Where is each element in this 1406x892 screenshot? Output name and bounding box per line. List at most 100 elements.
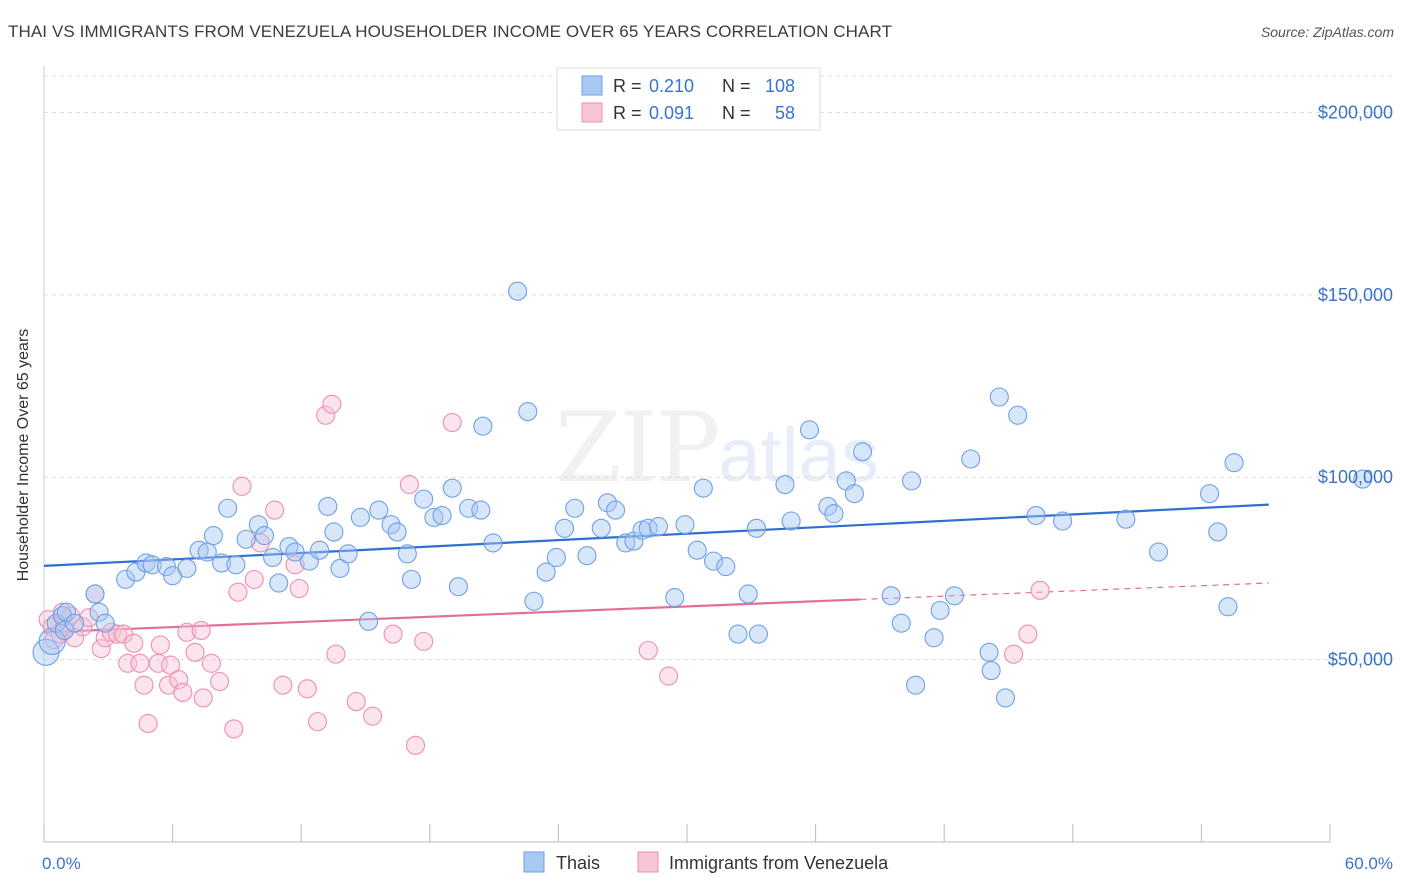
point-thais	[906, 675, 926, 695]
point-thais	[85, 584, 105, 604]
point-venezuela	[191, 620, 211, 640]
point-venezuela	[659, 666, 679, 686]
point-thais	[116, 569, 136, 589]
point-thais	[471, 500, 491, 520]
point-thais	[944, 586, 964, 606]
point-venezuela	[185, 642, 205, 662]
x-tick-label-min: 0.0%	[42, 854, 81, 873]
legend-r-label: R =	[613, 103, 642, 123]
legend-n-label: N =	[722, 76, 751, 96]
point-thais	[279, 536, 299, 557]
legend-swatch	[581, 75, 603, 96]
point-thais	[142, 555, 162, 575]
point-thais	[324, 522, 344, 542]
legend-n-label: N =	[722, 103, 751, 123]
watermark: ZIPatlas	[555, 392, 879, 504]
point-thais	[1116, 509, 1136, 529]
legend-label-venezuela: Immigrants from Venezuela	[669, 853, 889, 873]
point-thais	[824, 504, 844, 524]
point-thais	[738, 584, 758, 604]
point-thais	[518, 402, 538, 422]
point-thais	[1008, 405, 1028, 425]
point-venezuela	[134, 675, 154, 695]
point-thais	[693, 478, 713, 498]
trend-line-venezuela-extension	[860, 582, 1269, 601]
point-venezuela	[414, 631, 434, 651]
point-thais	[703, 551, 724, 571]
point-venezuela	[130, 653, 150, 673]
legend-swatch-venezuela	[637, 851, 659, 873]
point-venezuela	[1004, 644, 1024, 664]
point-thais	[554, 518, 575, 538]
point-thais	[218, 498, 238, 518]
legend-top: R = 0.210 N = 108 R = 0.091 N = 58	[556, 67, 821, 131]
point-venezuela	[65, 628, 85, 648]
point-thais	[675, 515, 695, 535]
point-venezuela	[224, 719, 244, 739]
point-thais	[981, 661, 1001, 681]
point-thais	[310, 540, 330, 560]
legend-swatch	[581, 102, 603, 123]
point-venezuela	[363, 706, 383, 726]
point-thais	[432, 505, 452, 526]
point-thais	[248, 515, 268, 535]
point-thais	[197, 542, 217, 562]
point-venezuela	[232, 476, 252, 496]
point-venezuela	[193, 688, 213, 708]
point-venezuela	[95, 628, 115, 648]
point-venezuela	[638, 640, 658, 661]
point-venezuela	[442, 412, 462, 433]
point-venezuela	[228, 582, 248, 602]
point-thais	[350, 507, 370, 527]
point-thais	[716, 557, 736, 577]
point-thais	[648, 516, 668, 537]
point-thais	[597, 493, 617, 513]
point-thais	[781, 511, 801, 531]
point-thais	[156, 557, 177, 577]
point-thais	[189, 540, 209, 560]
point-venezuela	[173, 682, 193, 702]
point-thais	[1224, 453, 1244, 473]
point-thais	[459, 498, 479, 518]
point-thais	[89, 602, 109, 622]
point-thais	[397, 544, 417, 564]
point-thais	[203, 526, 223, 546]
point-venezuela	[1018, 624, 1038, 644]
point-venezuela	[316, 405, 336, 425]
point-thais	[546, 547, 566, 568]
point-thais	[775, 474, 795, 495]
point-venezuela	[297, 679, 317, 699]
legend-swatch-thais	[523, 851, 545, 873]
chart-source: Source: ZipAtlas.com	[1260, 24, 1394, 40]
point-thais	[483, 533, 503, 553]
point-venezuela	[91, 639, 111, 659]
legend-n-value: 108	[765, 76, 795, 96]
point-venezuela	[150, 635, 170, 655]
point-venezuela	[273, 675, 293, 695]
y-tick-label: $200,000	[1318, 102, 1393, 122]
point-thais	[95, 613, 115, 633]
point-venezuela	[107, 624, 128, 644]
point-venezuela	[124, 633, 144, 653]
point-thais	[212, 553, 232, 573]
point-thais	[1208, 522, 1228, 542]
point-venezuela	[346, 692, 366, 712]
point-thais	[1353, 469, 1373, 489]
point-thais	[1200, 484, 1220, 504]
point-thais	[748, 624, 768, 644]
point-thais	[1026, 505, 1046, 526]
chart-title: THAI VS IMMIGRANTS FROM VENEZUELA HOUSEH…	[8, 22, 893, 41]
point-thais	[687, 540, 707, 560]
point-thais	[359, 611, 379, 631]
point-thais	[930, 600, 950, 620]
point-thais	[330, 558, 350, 578]
point-thais	[961, 449, 981, 469]
point-venezuela	[244, 569, 264, 589]
legend-label-thais: Thais	[556, 853, 600, 873]
point-thais	[591, 518, 611, 538]
point-thais	[38, 627, 66, 655]
legend-r-value: 0.091	[649, 103, 694, 123]
point-thais	[577, 546, 597, 566]
point-thais	[236, 529, 256, 549]
